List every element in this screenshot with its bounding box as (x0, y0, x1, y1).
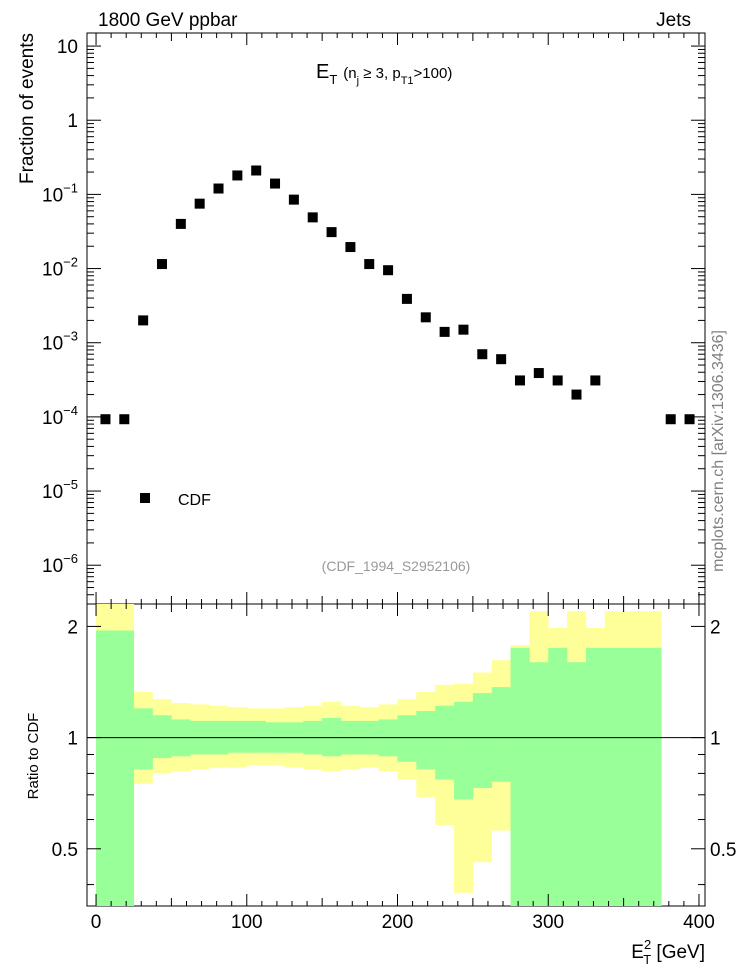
y-tick-labels: 10 1 10−1 10−2 10−3 10−4 10−5 10−6 (42, 37, 78, 577)
data-point (665, 414, 676, 425)
y-tick-label: 10−1 (42, 180, 78, 206)
band-inner-bin (114, 630, 135, 906)
data-point (307, 212, 318, 223)
ratio-y-tick-label-right: 2 (710, 617, 721, 638)
data-point (552, 375, 563, 386)
data-point (496, 354, 507, 365)
data-point (119, 414, 130, 425)
ratio-bands (87, 604, 705, 906)
ratio-y-tick-label: 2 (67, 617, 78, 638)
band-inner-bin (96, 630, 116, 906)
y-tick-label: 10 (57, 37, 78, 58)
ratio-y-tick-label-right: 1 (710, 729, 721, 750)
ratio-y-tick-labels: 0.5 0.5 1 1 2 2 (52, 617, 737, 860)
data-point (326, 227, 337, 238)
band-inner-bin (133, 708, 153, 770)
data-point (684, 414, 695, 425)
band-inner-bin (227, 720, 248, 753)
legend-marker (140, 493, 150, 503)
ratio-y-label: Ratio to CDF (25, 713, 42, 800)
band-inner-bin (567, 662, 587, 906)
band-inner-bin (604, 647, 662, 906)
x-tick-label: 300 (532, 912, 564, 933)
band-inner-bin (246, 720, 266, 753)
data-point (345, 242, 356, 253)
band-inner-bin (416, 711, 436, 770)
data-point (156, 259, 167, 270)
data-point (213, 183, 224, 194)
axis-ticks (87, 33, 705, 906)
data-point (175, 218, 186, 229)
data-point (194, 198, 205, 209)
data-point (138, 315, 149, 326)
data-point (458, 324, 469, 335)
side-label: mcplots.cern.ch [arXiv:1306.3436] (710, 330, 727, 572)
data-point (251, 165, 262, 176)
main-frame (86, 32, 706, 605)
data-point (401, 293, 412, 304)
band-inner-bin (472, 693, 493, 789)
legend-label: CDF (178, 492, 211, 509)
ratio-y-tick-label-right: 0.5 (710, 840, 736, 861)
data-point (420, 312, 431, 323)
band-inner-bin (152, 715, 172, 759)
band-inner-bin (491, 687, 511, 782)
x-tick-label: 0 (91, 912, 102, 933)
y-tick-label: 10−3 (42, 329, 78, 355)
data-point (288, 194, 299, 205)
band-inner-bin (585, 647, 606, 906)
band-inner-bin (454, 701, 474, 800)
data-point (590, 375, 601, 386)
energy-label: 1800 GeV ppbar (98, 10, 238, 31)
jets-label: Jets (656, 10, 691, 31)
data-point (514, 375, 525, 386)
data-point (270, 178, 281, 189)
x-tick-label: 100 (231, 912, 263, 933)
data-point (477, 349, 488, 360)
x-axis-label: E2 T [GeV] (631, 937, 705, 967)
data-point (100, 414, 111, 425)
ratio-y-tick-label: 1 (67, 729, 78, 750)
y-tick-label: 10−2 (42, 255, 78, 281)
data-point (232, 170, 243, 181)
data-point (364, 259, 375, 270)
plot-title: ET (nj ≥ 3, pT1>100) (316, 61, 452, 87)
band-inner-bin (435, 705, 455, 780)
x-tick-labels: 0 100 200 300 400 (91, 912, 715, 933)
x-tick-label: 400 (683, 912, 715, 933)
band-inner-bin (397, 715, 417, 762)
band-inner-bin (510, 647, 530, 906)
x-tick-label: 200 (382, 912, 414, 933)
y-tick-label: 10−5 (42, 477, 78, 503)
data-point (439, 326, 450, 337)
y-tick-label: 1 (67, 111, 78, 132)
y-axis-label: Fraction of events (17, 33, 38, 184)
data-point (571, 389, 582, 400)
band-inner-bin (529, 662, 549, 906)
band-inner-bin (548, 647, 568, 906)
data-markers (100, 165, 695, 425)
ratio-y-tick-label: 0.5 (52, 840, 78, 861)
analysis-id: (CDF_1994_S2952106) (322, 558, 471, 574)
data-point (383, 265, 394, 276)
data-point (533, 368, 544, 379)
y-tick-label: 10−6 (42, 551, 78, 577)
y-tick-label: 10−4 (42, 403, 78, 429)
